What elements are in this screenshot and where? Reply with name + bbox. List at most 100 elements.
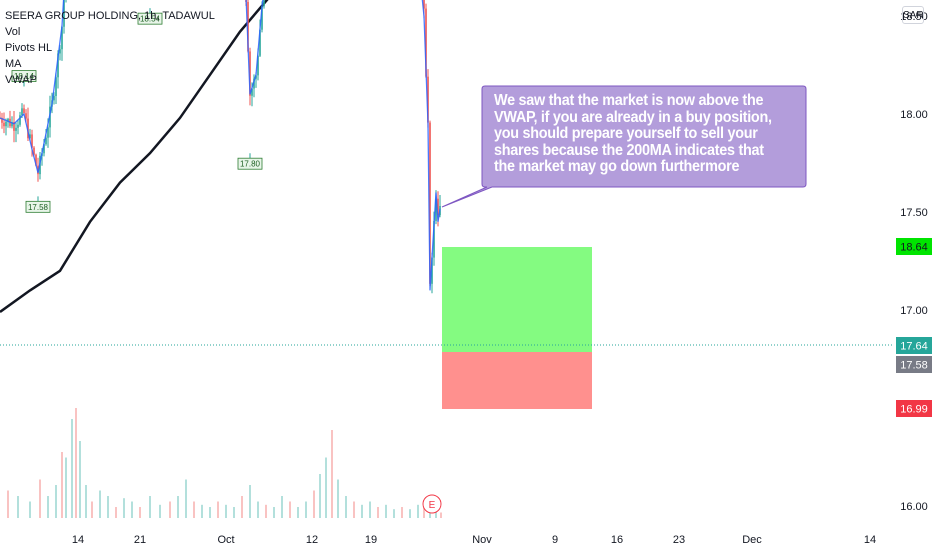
volume-bar <box>39 479 41 518</box>
chart-legend: SEERA GROUP HOLDING, 1h, TADAWUL Vol Piv… <box>5 8 215 88</box>
svg-text:17.80: 17.80 <box>240 160 261 169</box>
volume-bar <box>409 509 411 518</box>
x-tick-label: 12 <box>306 534 318 546</box>
callout-bubble <box>441 85 807 208</box>
candle-body <box>61 26 63 50</box>
volume-bar <box>217 501 219 518</box>
volume-bar <box>257 501 259 518</box>
time-axis[interactable]: 14 21 Oct 12 19 Nov 9 16 23 Dec 14 <box>72 534 876 546</box>
volume-bar <box>85 485 87 518</box>
legend-indicator-pivots[interactable]: Pivots HL <box>5 42 53 54</box>
annotation-callout[interactable] <box>441 85 807 208</box>
volume-bar <box>423 507 425 518</box>
pivot-low-label: 18.54 <box>137 8 163 25</box>
volume-bar <box>417 504 419 518</box>
target-price-label: 18.64 <box>896 238 932 255</box>
candle-body <box>63 0 65 27</box>
candle-body <box>21 108 23 116</box>
svg-text:18.64: 18.64 <box>900 242 928 254</box>
candle-body <box>253 78 255 89</box>
candle-body <box>257 55 259 76</box>
price-axis[interactable]: 16.0016.5017.0017.5018.0018.5019.0019.50… <box>900 0 928 513</box>
y-tick-label: 17.50 <box>900 207 928 219</box>
candle-body <box>45 137 47 145</box>
candle-body <box>33 147 35 155</box>
candle-body <box>261 6 263 30</box>
loss-zone[interactable] <box>442 352 592 409</box>
legend-indicator-ma[interactable]: MA <box>5 58 22 70</box>
volume-bar <box>107 496 109 518</box>
volume-bar <box>75 408 77 518</box>
legend-indicator-vwap[interactable]: VWAP <box>5 74 37 86</box>
volume-bar <box>265 504 267 518</box>
volume-bar <box>345 496 347 518</box>
volume-bar <box>361 504 363 518</box>
volume-bar <box>393 509 395 518</box>
candle-body <box>27 118 29 139</box>
candle-body <box>43 144 45 154</box>
candle-body <box>425 8 427 77</box>
y-tick-label: 18.00 <box>900 109 928 121</box>
candle-body <box>251 88 253 96</box>
volume-bar <box>273 507 275 518</box>
volume-bar <box>377 507 379 518</box>
event-marker-label: E <box>429 500 436 511</box>
candle-body <box>431 257 433 284</box>
volume-bar <box>225 504 227 518</box>
svg-text:18.14: 18.14 <box>14 72 35 81</box>
event-marker[interactable]: E <box>422 494 442 514</box>
volume-bar <box>331 430 333 518</box>
x-tick-label: 16 <box>611 534 623 546</box>
volume-bar <box>319 474 321 518</box>
volume-bar <box>71 419 73 518</box>
pivot-low-label: 17.58 <box>25 196 51 213</box>
candle-body <box>259 29 261 56</box>
volume-bar <box>385 504 387 518</box>
candle-body <box>13 122 15 131</box>
volume-bar <box>47 496 49 518</box>
candle-body <box>47 127 49 138</box>
candle-body <box>437 198 439 216</box>
candle-body <box>57 53 59 78</box>
last-price-label: 17.58 <box>896 356 932 373</box>
volume-bar <box>241 496 243 518</box>
candle-body <box>23 108 25 114</box>
currency-badge[interactable]: SAR <box>902 6 924 24</box>
volume-bar <box>169 501 171 518</box>
volume-bar <box>440 512 442 518</box>
x-tick-label: Dec <box>742 534 762 546</box>
candle-body <box>17 124 19 128</box>
volume-bar <box>185 479 187 518</box>
candle-body <box>35 154 37 166</box>
volume-bar <box>201 504 203 518</box>
ma-line <box>0 0 269 313</box>
x-tick-label: 19 <box>365 534 377 546</box>
candle-body <box>15 127 17 131</box>
candle-body <box>3 122 5 127</box>
candle-body <box>429 122 431 284</box>
volume-bar <box>91 501 93 518</box>
volume-bar <box>297 507 299 518</box>
profit-zone[interactable] <box>442 247 592 352</box>
candle-body <box>249 51 251 96</box>
legend-indicator-vol[interactable]: Vol <box>5 26 21 38</box>
x-tick-label: 23 <box>673 534 685 546</box>
candle-body <box>25 113 27 119</box>
symbol-title[interactable]: SEERA GROUP HOLDING, 1h, TADAWUL <box>5 10 215 22</box>
volume-bar <box>369 501 371 518</box>
volume-bar <box>249 485 251 518</box>
candle-body <box>5 121 7 127</box>
volume-bar <box>159 504 161 518</box>
volume-bar <box>65 457 67 518</box>
volume-bar <box>61 452 63 518</box>
x-tick-label: 14 <box>864 534 876 546</box>
volume-bar <box>289 501 291 518</box>
volume-bar <box>55 485 57 518</box>
long-position-tool[interactable] <box>442 247 592 409</box>
svg-text:18.54: 18.54 <box>140 15 161 24</box>
stop-price-label: 16.99 <box>896 400 932 417</box>
candle-body <box>55 77 57 96</box>
volume-bar <box>177 496 179 518</box>
candle-body <box>11 122 13 127</box>
